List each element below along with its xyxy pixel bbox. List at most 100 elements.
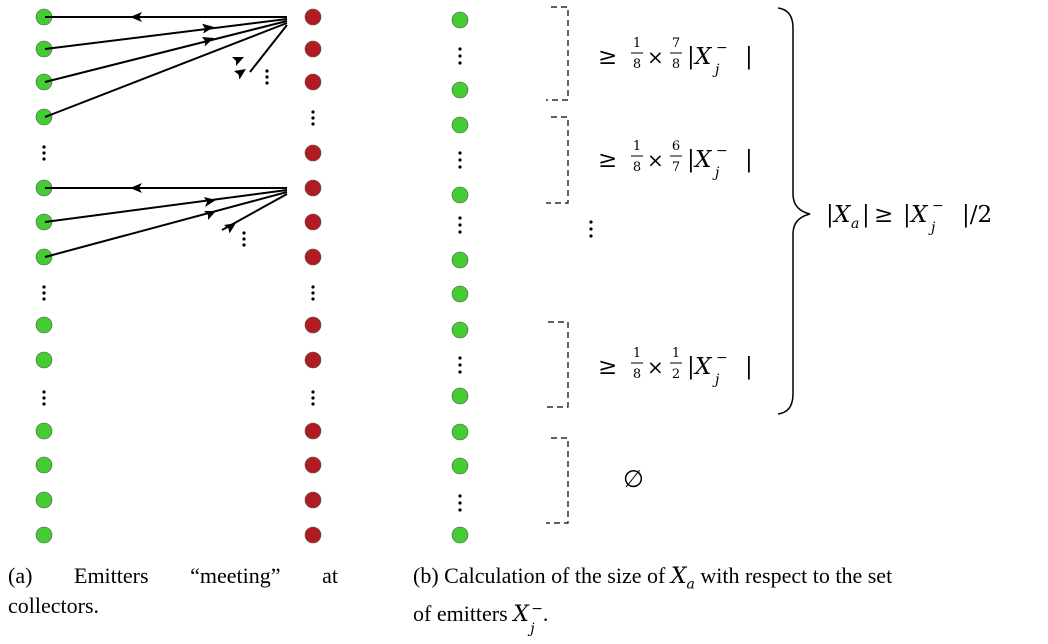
arrowhead xyxy=(202,23,214,34)
emitter-node xyxy=(451,387,469,405)
collector-node xyxy=(304,316,322,334)
emitter-node xyxy=(451,423,469,441)
emitter-node xyxy=(451,457,469,475)
svg-text:|: | xyxy=(862,202,870,228)
svg-text:−: − xyxy=(716,40,728,56)
caption-b: (b) Calculation of the size of Xa with r… xyxy=(413,561,1043,638)
svg-text:8: 8 xyxy=(633,160,641,175)
collector-node xyxy=(304,351,322,369)
emitter-node xyxy=(35,73,53,91)
vertical-ellipsis xyxy=(42,390,46,406)
ellipses-b xyxy=(458,47,593,512)
caption-b-mid: with respect to the set xyxy=(700,563,893,588)
collector-node xyxy=(304,422,322,440)
caption-a-label: (a) xyxy=(8,563,33,588)
fan-upper-line-5 xyxy=(249,24,288,73)
svg-text:X: X xyxy=(832,202,852,228)
arrowhead xyxy=(232,57,244,66)
caption-b-math-xa: Xa xyxy=(670,564,695,593)
caption-b-prefix: (b) Calculation of the size of xyxy=(413,563,666,588)
svg-text:≥: ≥ xyxy=(598,354,617,380)
fan-upper xyxy=(44,16,288,118)
collector-node xyxy=(304,40,322,58)
vertical-ellipsis xyxy=(589,220,593,238)
svg-text:6: 6 xyxy=(672,139,680,154)
dashed-bracket-1 xyxy=(546,6,569,101)
bound-label-1: ≥ 1 8 × 7 8 | X − j | xyxy=(598,36,753,78)
collector-node xyxy=(304,456,322,474)
svg-text:−: − xyxy=(716,350,728,366)
vertical-ellipsis xyxy=(458,216,462,234)
fan-upper-line-3 xyxy=(44,20,288,83)
fan-upper-line-4 xyxy=(44,22,288,118)
bound-label-2: ≥ 1 8 × 6 7 | X − j | xyxy=(598,139,753,181)
caption-a-word-3: at xyxy=(322,563,338,588)
svg-text:|: | xyxy=(745,44,753,70)
svg-text:|: | xyxy=(687,354,695,380)
svg-text:X: X xyxy=(909,202,929,228)
vertical-ellipsis xyxy=(42,145,46,161)
svg-text:j: j xyxy=(712,372,720,388)
svg-text:|: | xyxy=(745,354,753,380)
collector-node xyxy=(304,248,322,266)
svg-text:1: 1 xyxy=(633,346,641,361)
dashed-bracket-4 xyxy=(546,437,569,524)
emitter-node xyxy=(35,456,53,474)
fan-upper-arrowheads xyxy=(130,12,246,80)
caption-b-line-2: of emitters X − j. xyxy=(413,599,1043,638)
emitter-node xyxy=(35,422,53,440)
svg-text:X: X xyxy=(693,354,713,380)
emitter-node xyxy=(451,11,469,29)
caption-b-line2-suffix: . xyxy=(542,601,549,627)
svg-text:1: 1 xyxy=(672,346,680,361)
svg-text:|/2: |/2 xyxy=(962,202,992,228)
collector-node xyxy=(304,491,322,509)
emitter-node xyxy=(451,526,469,544)
emitter-node xyxy=(451,251,469,269)
vertical-ellipsis xyxy=(458,356,462,374)
caption-a: (a) Emitters “meeting” at collectors. xyxy=(8,561,338,621)
fan-lower-line-3 xyxy=(44,191,288,258)
svg-text:×: × xyxy=(647,355,664,379)
svg-text:−: − xyxy=(716,143,728,159)
collector-column-a xyxy=(304,8,322,544)
caption-b-math-xj: X − j xyxy=(513,601,543,638)
panel-a xyxy=(35,8,322,544)
arrowhead xyxy=(130,12,142,22)
svg-text:|: | xyxy=(903,202,911,228)
dashed-bracket-3 xyxy=(546,321,569,408)
caption-a-line-1: (a) Emitters “meeting” at xyxy=(8,561,338,591)
arrowhead xyxy=(130,183,142,193)
total-size-label: | X a | ≥ | X − j |/2 xyxy=(826,198,992,236)
svg-text:≥: ≥ xyxy=(598,44,617,70)
svg-text:≥: ≥ xyxy=(598,147,617,173)
emitter-node xyxy=(35,248,53,266)
svg-text:j: j xyxy=(712,165,720,181)
vertical-ellipsis xyxy=(242,231,246,247)
svg-text:8: 8 xyxy=(633,57,641,72)
emitter-node xyxy=(451,116,469,134)
collector-node xyxy=(304,526,322,544)
vertical-ellipsis xyxy=(458,151,462,169)
vertical-ellipsis xyxy=(311,390,315,406)
svg-text:7: 7 xyxy=(672,36,680,51)
caption-a-word-1: Emitters xyxy=(74,563,149,588)
caption-b-line2-prefix: of emitters xyxy=(413,601,508,627)
svg-text:1: 1 xyxy=(633,139,641,154)
vertical-ellipsis xyxy=(458,47,462,65)
svg-text:j: j xyxy=(928,220,936,236)
dashed-brackets xyxy=(546,6,569,524)
emitter-node xyxy=(451,186,469,204)
emitter-node xyxy=(35,491,53,509)
fan-lower-arrowheads xyxy=(130,183,236,234)
svg-text:a: a xyxy=(851,216,859,232)
collector-node xyxy=(304,179,322,197)
dashed-bracket-2 xyxy=(546,116,569,204)
svg-text:|: | xyxy=(687,147,695,173)
arrowhead xyxy=(204,211,216,220)
svg-text:|: | xyxy=(687,44,695,70)
emitter-node xyxy=(35,108,53,126)
svg-text:−: − xyxy=(932,198,944,214)
arrowhead xyxy=(234,69,246,80)
bound-label-3: ≥ 1 8 × 1 2 | X − j | xyxy=(598,346,753,388)
